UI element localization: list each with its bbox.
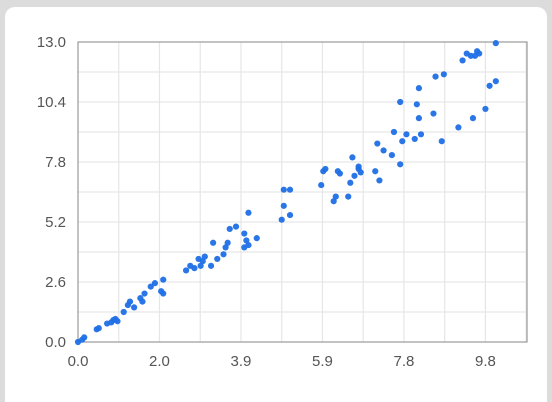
data-point <box>245 241 252 249</box>
data-point <box>374 140 381 147</box>
data-point <box>226 225 233 233</box>
data-point <box>131 304 138 311</box>
data-point <box>232 223 240 230</box>
data-point <box>403 131 410 138</box>
data-point <box>207 262 215 269</box>
data-point <box>399 138 406 145</box>
data-point <box>347 179 354 186</box>
data-point <box>438 138 445 145</box>
data-point <box>182 267 190 274</box>
data-point <box>318 181 325 189</box>
data-point <box>397 98 404 106</box>
data-point <box>482 105 489 113</box>
data-point <box>280 186 287 193</box>
y-tick-label: 0.0 <box>45 334 66 351</box>
data-point <box>126 298 134 305</box>
data-point <box>357 169 364 176</box>
data-point <box>345 193 352 200</box>
data-point <box>139 298 146 305</box>
x-tick-label: 5.9 <box>312 353 333 370</box>
x-tick-label: 0.0 <box>68 353 89 370</box>
data-point <box>351 172 358 179</box>
data-point <box>330 198 337 205</box>
data-point <box>486 82 493 89</box>
x-tick-label: 3.9 <box>231 353 252 370</box>
data-point <box>197 262 204 269</box>
data-point <box>415 85 423 92</box>
data-point <box>430 110 437 117</box>
data-point <box>210 239 217 246</box>
data-point <box>199 258 206 265</box>
data-point <box>413 101 420 108</box>
data-point <box>455 124 462 131</box>
data-point <box>459 57 466 64</box>
data-point <box>160 276 167 283</box>
data-point <box>286 211 294 219</box>
data-point <box>415 115 423 122</box>
data-point <box>222 244 229 251</box>
data-point <box>151 280 159 287</box>
data-point <box>160 290 167 297</box>
data-point <box>476 50 483 57</box>
data-point <box>280 202 287 209</box>
y-tick-label: 7.8 <box>45 154 66 171</box>
data-points <box>74 40 499 346</box>
data-point <box>492 40 499 47</box>
data-point <box>220 251 227 258</box>
data-point <box>278 216 285 223</box>
data-point <box>355 163 362 170</box>
y-tick-label: 2.6 <box>45 274 66 291</box>
data-point <box>120 308 127 316</box>
data-point <box>376 177 383 184</box>
x-tick-label: 9.8 <box>475 353 496 370</box>
data-point <box>191 265 198 272</box>
data-point <box>241 230 248 237</box>
data-point <box>253 235 260 242</box>
data-point <box>214 255 221 263</box>
data-point <box>224 239 231 246</box>
data-point <box>492 78 499 85</box>
y-axis-ticks: 0.0 2.6 5.2 7.8 10.4 13.0 <box>37 34 66 351</box>
data-point <box>336 170 344 177</box>
data-point <box>390 128 398 136</box>
y-tick-label: 10.4 <box>37 94 66 111</box>
data-point <box>388 151 395 159</box>
data-point <box>440 71 447 78</box>
plot-frame <box>77 41 528 343</box>
data-point <box>397 161 404 168</box>
data-point <box>349 154 356 161</box>
data-point <box>372 168 379 175</box>
data-point <box>95 325 102 332</box>
y-tick-label: 13.0 <box>37 34 66 51</box>
data-point <box>201 253 208 260</box>
data-point <box>432 73 439 80</box>
x-axis-ticks: 0.0 2.0 3.9 5.9 7.8 9.8 <box>68 353 496 370</box>
data-point <box>469 115 477 122</box>
chart-card <box>5 7 547 402</box>
x-tick-label: 7.8 <box>394 353 415 370</box>
data-point <box>322 165 329 173</box>
x-tick-label: 2.0 <box>149 353 170 370</box>
data-point <box>332 193 339 200</box>
data-point <box>141 290 148 297</box>
grid-lines <box>78 42 527 342</box>
data-point <box>380 147 387 154</box>
y-tick-label: 5.2 <box>45 214 66 231</box>
data-point <box>114 318 121 325</box>
data-point <box>147 283 154 290</box>
data-point <box>81 334 88 341</box>
data-point <box>243 237 250 244</box>
data-point <box>417 131 425 138</box>
data-point <box>411 135 418 143</box>
data-point <box>286 186 294 193</box>
data-point <box>245 209 252 216</box>
